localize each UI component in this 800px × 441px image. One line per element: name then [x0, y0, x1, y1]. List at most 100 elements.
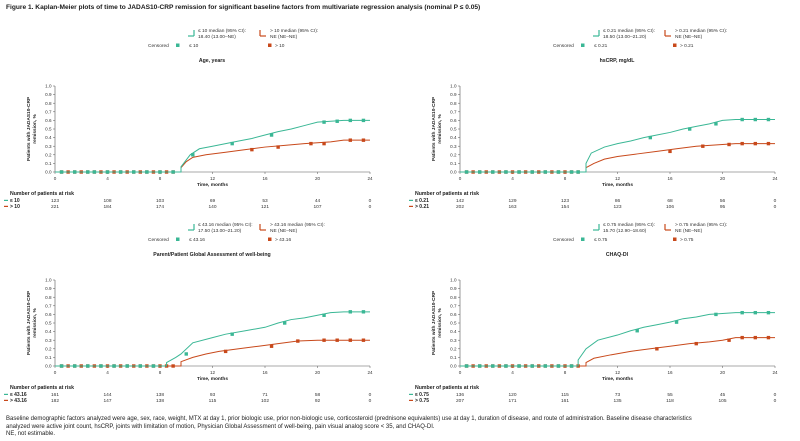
- figure-title: Figure 1. Kaplan-Meier plots of time to …: [6, 4, 481, 11]
- risk-row-label: > 10: [10, 204, 20, 210]
- y-axis-title-line-2: remission, %: [437, 113, 443, 143]
- risk-row-label: > 0.75: [415, 398, 429, 404]
- risk-row-label: > 43.16: [10, 398, 27, 404]
- risk-cell: 0: [774, 392, 777, 398]
- x-tick-label: 24: [367, 176, 373, 181]
- risk-cell: 147: [103, 398, 111, 404]
- panel-title: Parent/Patient Global Assessment of well…: [153, 252, 270, 258]
- y-tick-label: 0.4: [450, 135, 457, 140]
- censor-marker-low: [556, 170, 561, 174]
- x-tick-label: 0: [459, 370, 462, 375]
- risk-cell: 174: [156, 204, 164, 210]
- legend-censor-marker-high: [268, 43, 272, 47]
- risk-table-header: Number of patients at risk: [415, 385, 479, 391]
- panel-title: CHAQ-DI: [606, 252, 629, 258]
- censor-marker-low: [576, 170, 580, 174]
- km-panel-global-assessment: ≤ 43.16 median (95% CI): 17.50 (13.00–21.…: [0, 212, 380, 422]
- km-panel-hscrp: ≤ 0.21 median (95% CI): 18.50 (13.00–21.2…: [405, 18, 785, 228]
- censor-marker-high: [753, 335, 758, 340]
- risk-cell: 0: [774, 204, 777, 210]
- x-tick-label: 20: [315, 176, 321, 181]
- censor-marker-low: [543, 170, 548, 174]
- y-tick-label: 1.0: [450, 278, 457, 283]
- censor-marker-high: [361, 338, 366, 342]
- y-tick-label: 1.0: [450, 84, 457, 89]
- x-tick-label: 16: [262, 176, 268, 181]
- risk-cell: 115: [561, 392, 569, 398]
- km-curve-high: [55, 339, 370, 367]
- risk-row-label: ≤ 0.21: [415, 198, 429, 204]
- censor-marker-low: [86, 170, 90, 174]
- risk-row-label: > 0.21: [415, 204, 429, 210]
- censor-marker-low: [530, 170, 534, 174]
- censor-marker-high: [322, 141, 326, 146]
- risk-table-header: Number of patients at risk: [415, 191, 479, 197]
- censor-marker-low: [674, 320, 679, 324]
- censor-marker-low: [158, 170, 162, 174]
- x-axis-title: Time, months: [197, 182, 228, 188]
- censor-marker-high: [753, 141, 758, 146]
- risk-row-label: ≤ 43.16: [10, 392, 27, 398]
- y-tick-label: 0.0: [45, 170, 52, 175]
- censor-marker-low: [230, 141, 234, 146]
- risk-cell: 71: [262, 392, 268, 398]
- legend-high-label: > 0.75: [680, 237, 694, 243]
- risk-cell: 95: [720, 204, 726, 210]
- legend-censored-label: Censored: [148, 237, 169, 243]
- censor-marker-high: [276, 145, 280, 149]
- censor-marker-high: [694, 341, 698, 346]
- risk-cell: 0: [774, 398, 777, 404]
- x-tick-label: 8: [564, 176, 567, 181]
- y-tick-label: 0.4: [450, 329, 457, 334]
- y-tick-label: 0.2: [45, 346, 52, 351]
- x-tick-label: 0: [54, 176, 57, 181]
- panel-title: Age, years: [199, 58, 225, 64]
- x-tick-label: 16: [262, 370, 268, 375]
- censor-marker-high: [348, 138, 353, 142]
- legend-high-label: > 10: [275, 43, 285, 49]
- risk-cell: 140: [208, 204, 216, 210]
- legend-censor-marker-high: [268, 237, 272, 241]
- risk-cell: 135: [613, 398, 621, 404]
- censor-marker-low: [191, 153, 195, 157]
- censor-marker-low: [86, 364, 90, 368]
- x-tick-label: 12: [615, 176, 621, 181]
- censor-marker-low: [740, 117, 744, 122]
- censor-marker-low: [504, 170, 508, 174]
- km-curve-low: [55, 119, 370, 173]
- km-chart-svg: ≤ 0.75 median (95% CI):15.70 (12.90–18.6…: [409, 222, 778, 404]
- y-tick-label: 0.7: [450, 109, 457, 114]
- censor-marker-low: [282, 321, 287, 325]
- censor-marker-low: [348, 118, 353, 123]
- legend-censor-marker-high: [673, 237, 677, 241]
- y-tick-label: 0.2: [450, 346, 457, 351]
- y-tick-label: 0.8: [450, 101, 457, 106]
- censor-marker-high: [309, 141, 313, 146]
- risk-table-header: Number of patients at risk: [10, 191, 74, 197]
- legend-low-label: ≤ 0.21: [594, 43, 608, 49]
- censor-marker-low: [687, 127, 692, 131]
- footnote-line-1: Baseline demographic factors analyzed we…: [6, 416, 692, 422]
- y-tick-label: 0.7: [45, 109, 52, 114]
- risk-cell: 118: [666, 398, 674, 404]
- censor-marker-low: [556, 364, 561, 368]
- legend-high-median: > 0.21 median (95% CI):: [675, 28, 727, 34]
- legend-censor-marker-low: [581, 43, 585, 47]
- risk-cell: 129: [508, 198, 516, 204]
- risk-cell: 0: [369, 204, 372, 210]
- x-tick-label: 12: [210, 176, 216, 181]
- y-axis-title-line-1: Patients with JADAS10-CRP: [26, 290, 32, 355]
- risk-cell: 120: [508, 392, 516, 398]
- x-tick-label: 12: [210, 370, 216, 375]
- legend-high-median: > 43.16 median (95% CI):: [270, 222, 325, 228]
- y-tick-label: 0.4: [45, 329, 52, 334]
- x-tick-label: 16: [667, 176, 673, 181]
- censor-marker-low: [530, 364, 534, 368]
- censor-marker-low: [517, 364, 521, 368]
- y-tick-label: 1.0: [45, 84, 52, 89]
- censor-marker-high: [727, 142, 731, 147]
- censor-marker-high: [250, 147, 254, 152]
- censor-marker-low: [145, 170, 149, 174]
- censor-marker-low: [491, 170, 495, 174]
- legend-low-ci: 18.50 (13.00–21.20): [603, 34, 647, 40]
